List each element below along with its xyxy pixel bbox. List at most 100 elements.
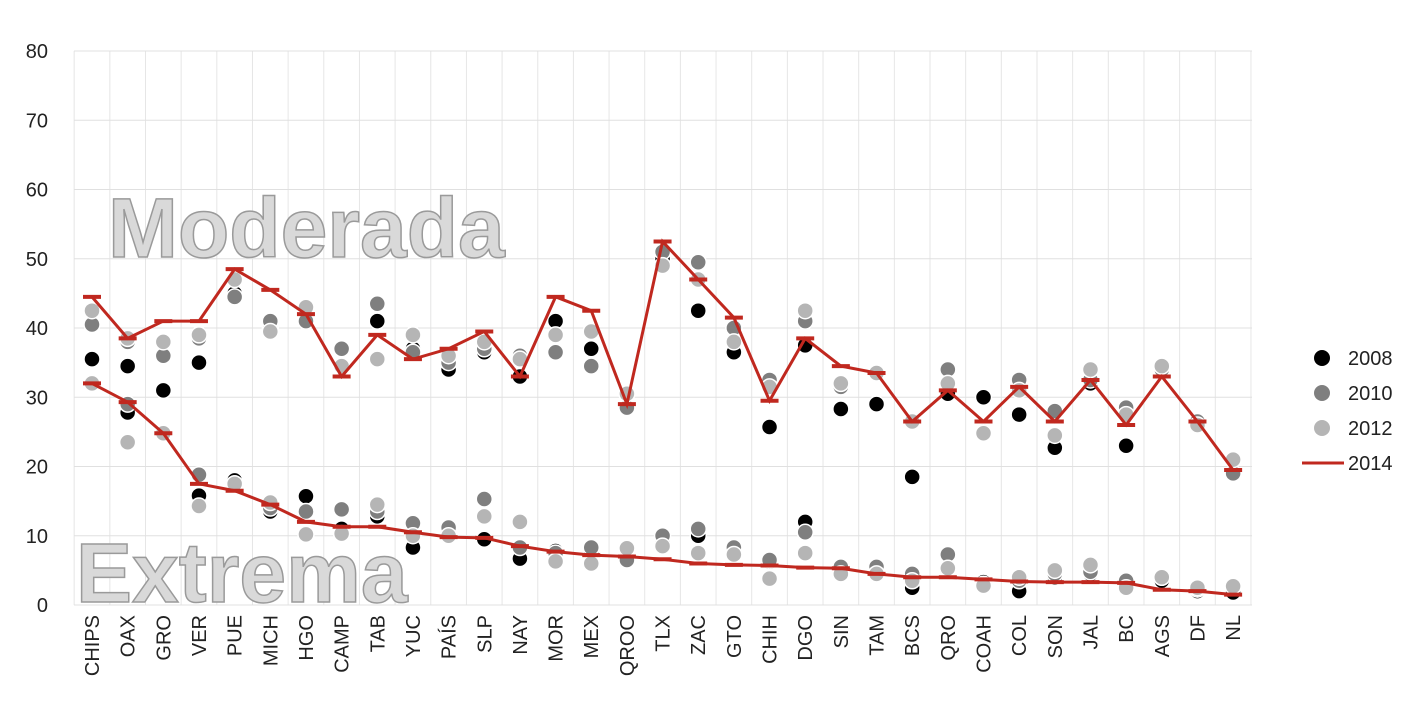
x-tick-label: TAM: [867, 615, 889, 656]
data-point: [832, 374, 850, 393]
data-point: [83, 301, 101, 320]
data-point: [903, 468, 921, 486]
data-point: [1046, 561, 1064, 580]
data-point: [261, 322, 280, 341]
x-tick-label: DGO: [795, 615, 817, 661]
data-point: [582, 554, 600, 573]
data-point: [689, 253, 707, 271]
data-point: [190, 353, 208, 372]
data-point: [796, 301, 814, 320]
data-point: [1224, 450, 1242, 469]
x-tick-label: CHIH: [760, 615, 782, 664]
x-tick-label: JAL: [1080, 615, 1102, 649]
data-point: [368, 350, 387, 368]
x-tick-label: NAY: [510, 615, 532, 655]
x-tick-label: COAH: [974, 615, 996, 673]
legend-label: 2008: [1348, 348, 1393, 370]
y-tick-label: 40: [26, 318, 48, 340]
x-tick-label: OAX: [118, 615, 140, 657]
data-point: [225, 288, 244, 306]
x-tick-label: MEX: [581, 615, 603, 658]
data-point: [1188, 578, 1207, 597]
x-tick-label: VER: [189, 615, 211, 656]
x-tick-label: BCS: [902, 615, 924, 656]
data-point: [1153, 357, 1171, 375]
data-point: [582, 357, 600, 375]
data-point: [1081, 360, 1100, 379]
x-tick-label: QROO: [617, 615, 639, 676]
y-tick-label: 70: [26, 110, 48, 132]
x-tick-label: YUC: [403, 615, 425, 657]
data-point: [653, 537, 672, 555]
data-point: [1153, 568, 1171, 587]
y-tick-label: 60: [26, 180, 48, 202]
data-point: [725, 545, 743, 564]
data-point: [582, 340, 600, 358]
data-point: [297, 502, 315, 521]
data-point: [475, 507, 494, 526]
x-tick-label: COL: [1009, 615, 1031, 656]
data-point: [1224, 577, 1242, 596]
data-point: [689, 520, 707, 538]
data-point: [332, 340, 351, 358]
x-tick-label: SIN: [831, 615, 853, 648]
data-point: [368, 495, 387, 514]
data-point: [190, 326, 208, 344]
data-point: [118, 357, 137, 375]
data-point: [1117, 436, 1135, 455]
legend-swatch: [1314, 350, 1330, 366]
x-tick-label: HGO: [296, 615, 318, 661]
data-point: [368, 312, 387, 330]
y-tick-label: 80: [26, 41, 48, 63]
x-tick-label: TAB: [367, 615, 389, 652]
data-point: [903, 572, 921, 590]
legend-label: 2012: [1348, 418, 1393, 440]
legend-label: 2010: [1348, 383, 1393, 405]
data-point: [760, 569, 779, 588]
data-point: [974, 388, 993, 406]
x-tick-label: ZAC: [688, 615, 710, 655]
group-label: Moderada: [108, 181, 506, 275]
data-point: [154, 381, 173, 400]
data-point: [154, 333, 173, 351]
data-point: [689, 301, 707, 320]
y-tick-label: 10: [26, 526, 48, 548]
data-point: [1081, 556, 1100, 574]
data-point: [297, 525, 315, 544]
data-point: [404, 326, 422, 344]
data-point: [796, 523, 814, 542]
x-tick-label: SLP: [474, 615, 496, 653]
x-tick-label: TLX: [653, 615, 675, 652]
y-tick-label: 50: [26, 249, 48, 271]
data-point: [689, 544, 707, 562]
data-point: [118, 433, 137, 452]
x-tick-label: BC: [1116, 615, 1138, 643]
data-point: [190, 497, 208, 515]
data-point: [618, 539, 636, 557]
data-point: [832, 400, 850, 418]
data-point: [83, 350, 101, 368]
x-tick-label: AGS: [1152, 615, 1174, 657]
x-tick-label: DF: [1187, 615, 1209, 642]
x-tick-label: GRO: [153, 615, 175, 661]
data-point: [867, 395, 886, 413]
legend-swatch: [1314, 385, 1330, 401]
data-point: [511, 513, 529, 531]
data-point: [546, 552, 565, 571]
x-tick-label: MOR: [546, 615, 568, 662]
x-tick-label: QRO: [938, 615, 960, 661]
x-tick-label: PAÍS: [438, 615, 461, 659]
x-tick-label: CHIPS: [82, 615, 104, 676]
data-point: [475, 490, 494, 508]
legend-label: 2014: [1348, 453, 1393, 475]
data-point: [297, 487, 315, 506]
x-tick-label: CAMP: [332, 615, 354, 673]
data-point: [546, 343, 565, 361]
data-point: [1046, 426, 1064, 445]
x-tick-label: GTO: [724, 615, 746, 658]
y-tick-label: 20: [26, 457, 48, 479]
data-point: [939, 559, 957, 578]
data-point: [368, 295, 387, 313]
data-point: [725, 333, 743, 351]
y-tick-label: 30: [26, 387, 48, 409]
